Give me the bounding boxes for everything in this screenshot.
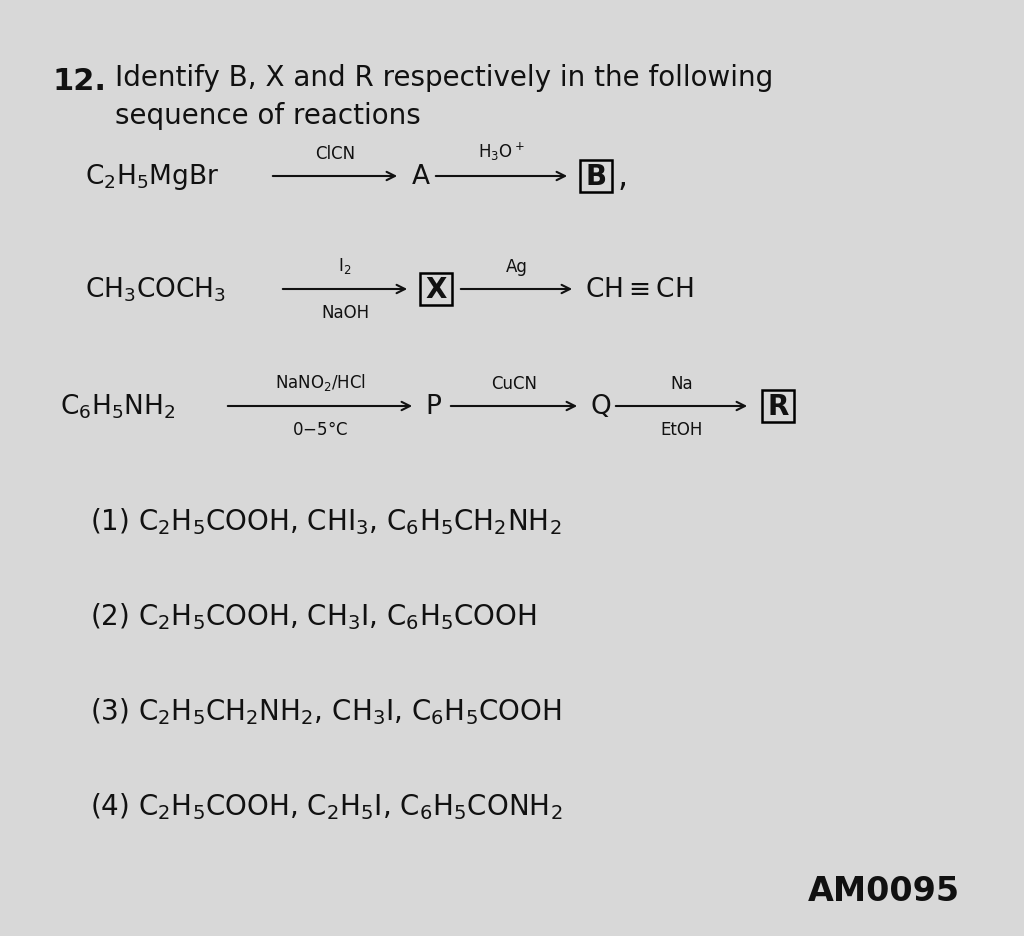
- FancyBboxPatch shape: [762, 390, 794, 422]
- Text: AM0095: AM0095: [808, 874, 961, 908]
- Text: $\mathregular{C_2H_5MgBr}$: $\mathregular{C_2H_5MgBr}$: [85, 162, 219, 192]
- Text: CuCN: CuCN: [490, 374, 537, 392]
- FancyBboxPatch shape: [420, 273, 452, 306]
- Text: $\mathregular{CH{\equiv}CH}$: $\mathregular{CH{\equiv}CH}$: [585, 277, 693, 302]
- Text: sequence of reactions: sequence of reactions: [115, 102, 421, 130]
- Text: EtOH: EtOH: [660, 420, 702, 439]
- FancyBboxPatch shape: [580, 161, 612, 193]
- Text: (4) $\mathregular{C_2H_5COOH}$, $\mathregular{C_2H_5I}$, $\mathregular{C_6H_5CON: (4) $\mathregular{C_2H_5COOH}$, $\mathre…: [90, 791, 562, 822]
- Text: X: X: [425, 276, 446, 303]
- Text: (2) $\mathregular{C_2H_5COOH}$, $\mathregular{CH_3I}$, $\mathregular{C_6H_5COOH}: (2) $\mathregular{C_2H_5COOH}$, $\mathre…: [90, 601, 537, 632]
- Text: Q: Q: [590, 393, 610, 419]
- Text: $\mathregular{I_2}$: $\mathregular{I_2}$: [338, 256, 351, 276]
- Text: Ag: Ag: [506, 257, 527, 276]
- Text: $\mathregular{CH_3COCH_3}$: $\mathregular{CH_3COCH_3}$: [85, 275, 226, 304]
- Text: B: B: [586, 163, 606, 191]
- Text: A: A: [412, 164, 430, 190]
- Text: $\mathregular{H_3O^+}$: $\mathregular{H_3O^+}$: [478, 140, 525, 163]
- Text: Identify B, X and R respectively in the following: Identify B, X and R respectively in the …: [115, 64, 773, 92]
- Text: ,: ,: [618, 161, 628, 192]
- Text: $\mathregular{C_6H_5NH_2}$: $\mathregular{C_6H_5NH_2}$: [60, 392, 175, 421]
- Text: P: P: [425, 393, 441, 419]
- Text: 12.: 12.: [52, 67, 106, 95]
- Text: NaOH: NaOH: [321, 303, 369, 322]
- Text: $\mathregular{NaNO_2/HCl}$: $\mathregular{NaNO_2/HCl}$: [274, 372, 366, 392]
- Text: Na: Na: [670, 374, 693, 392]
- Text: (3) $\mathregular{C_2H_5CH_2NH_2}$, $\mathregular{CH_3I}$, $\mathregular{C_6H_5C: (3) $\mathregular{C_2H_5CH_2NH_2}$, $\ma…: [90, 695, 561, 726]
- Text: ClCN: ClCN: [315, 145, 355, 163]
- Text: (1) $\mathregular{C_2H_5COOH}$, $\mathregular{CHI_3}$, $\mathregular{C_6H_5CH_2N: (1) $\mathregular{C_2H_5COOH}$, $\mathre…: [90, 506, 561, 537]
- Text: R: R: [767, 392, 788, 420]
- Text: $\mathregular{0{-}5°C}$: $\mathregular{0{-}5°C}$: [292, 420, 348, 439]
